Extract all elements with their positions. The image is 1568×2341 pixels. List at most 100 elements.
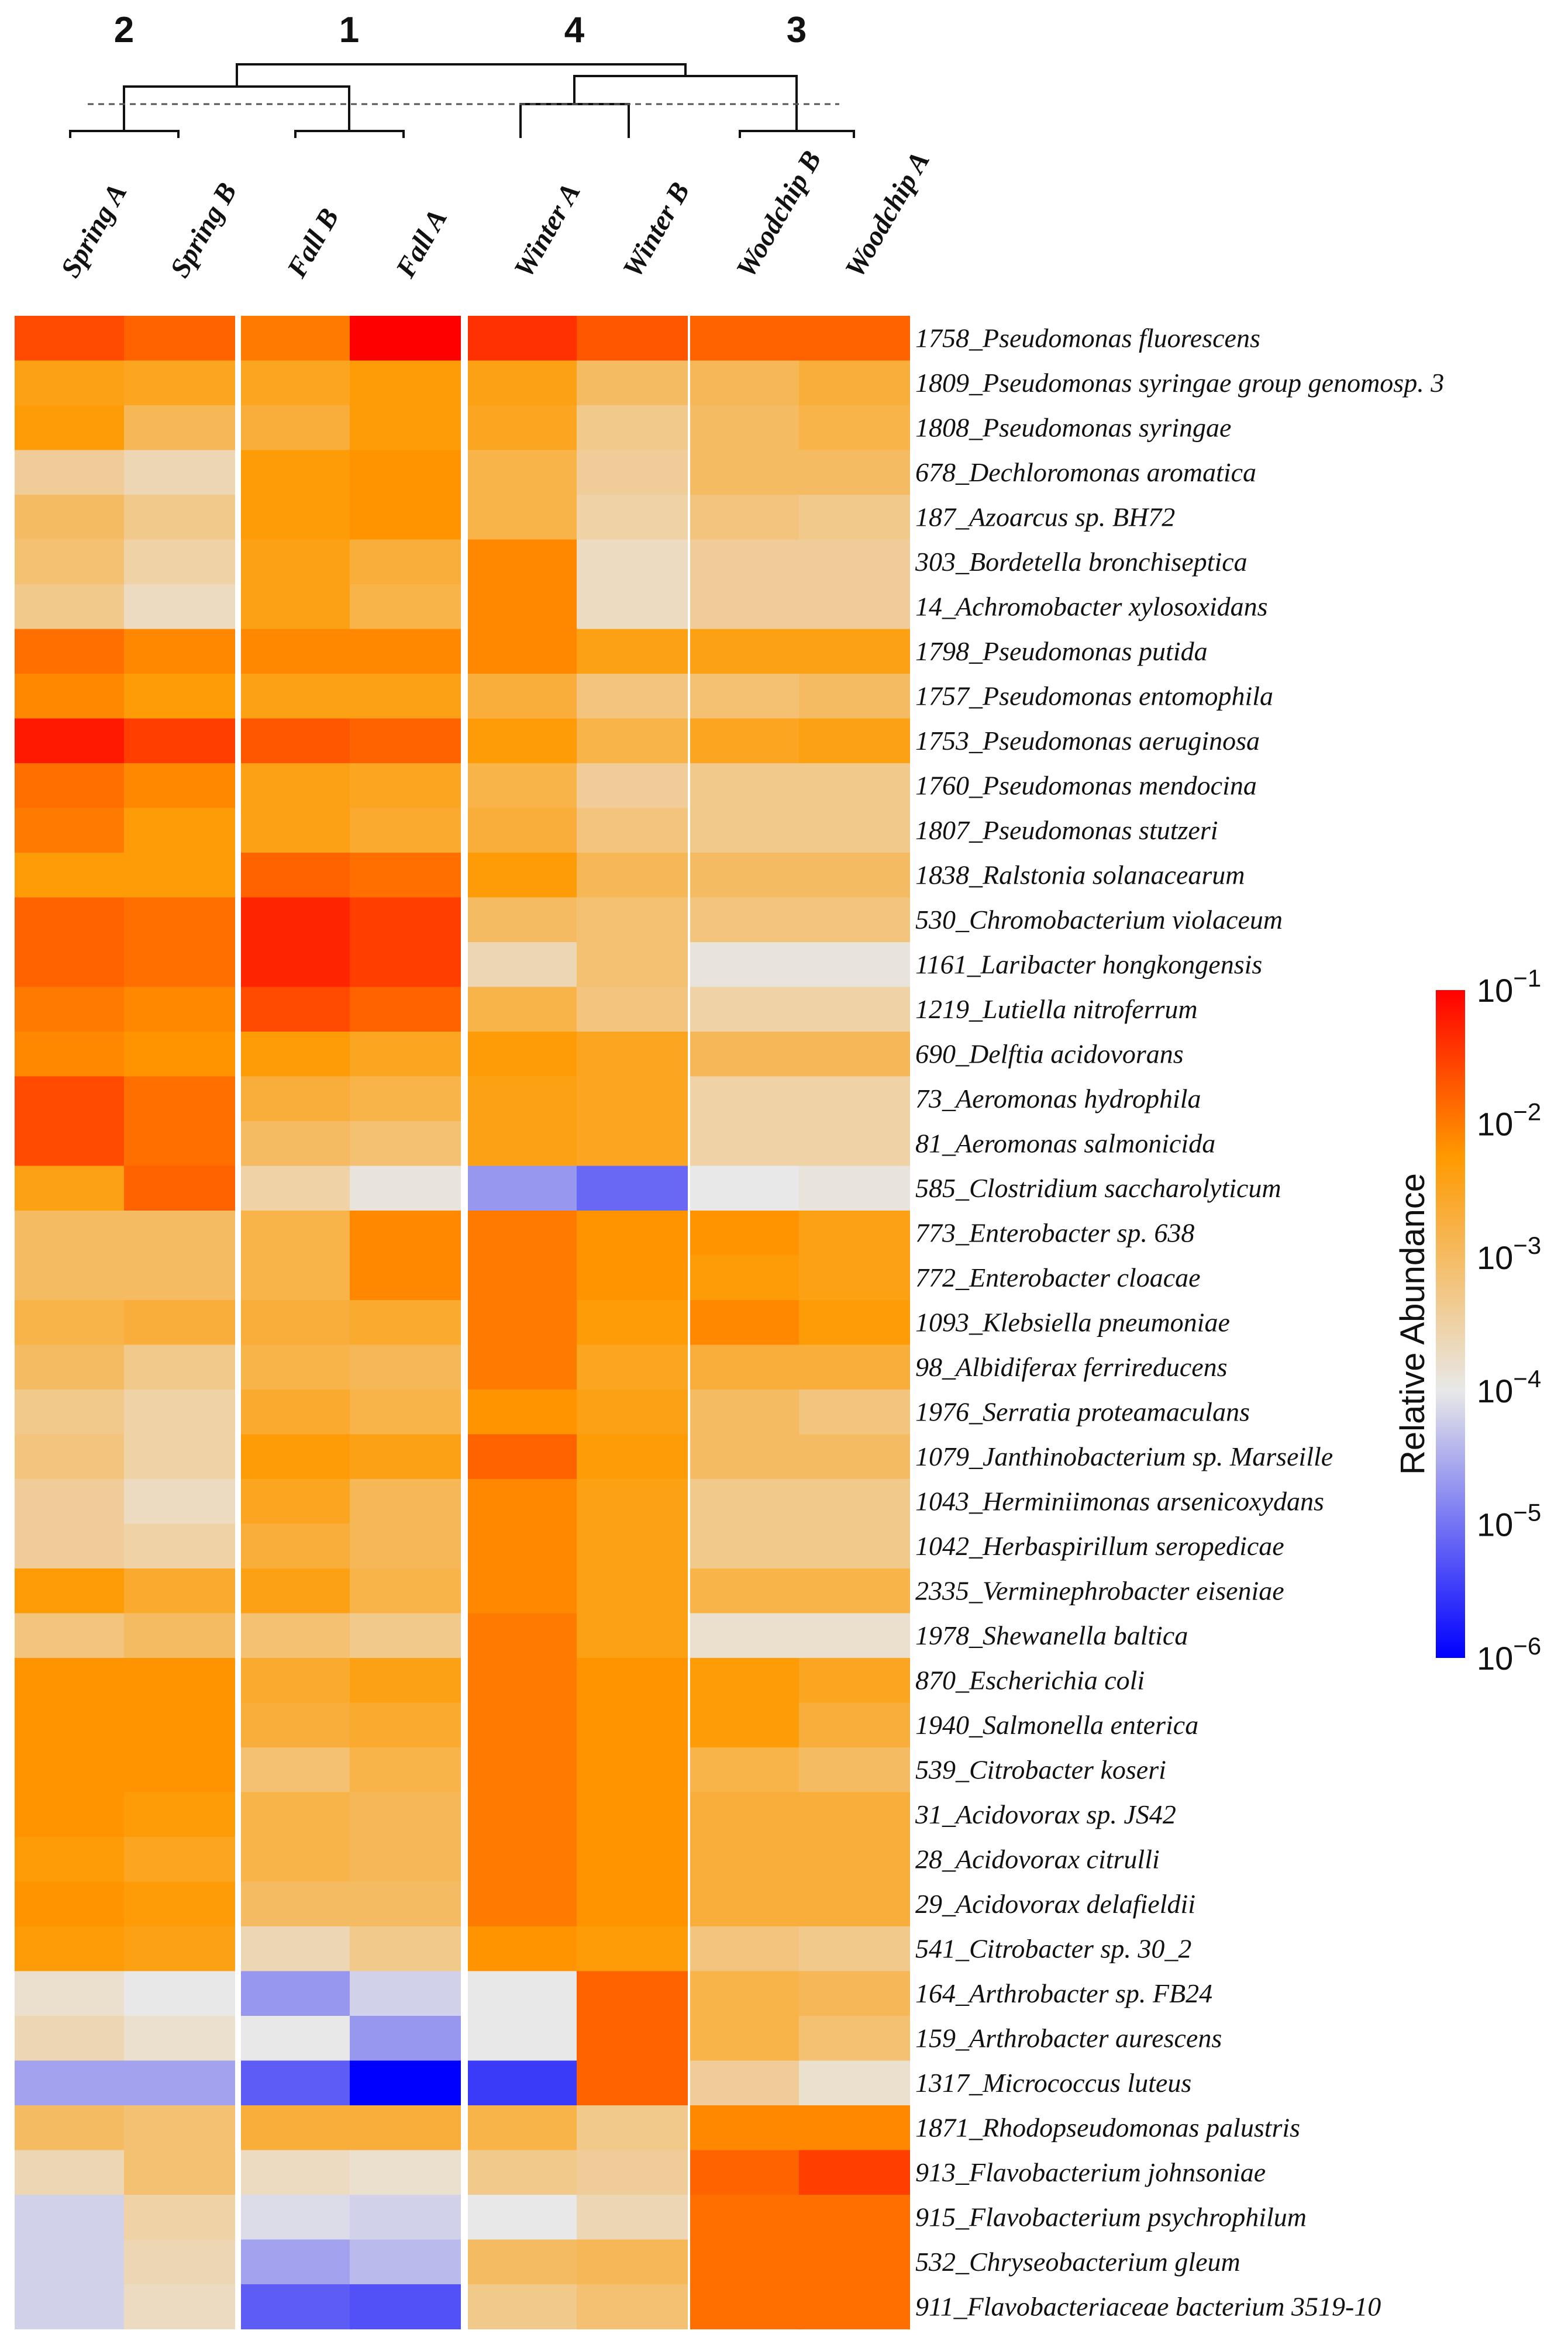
heatmap-cell — [799, 1390, 910, 1435]
heatmap-cell — [124, 1747, 235, 1793]
heatmap-cell — [124, 629, 235, 674]
heatmap-cell — [350, 360, 461, 406]
heatmap-cell — [124, 2105, 235, 2151]
heatmap-cell — [799, 718, 910, 764]
heatmap-cell — [799, 360, 910, 406]
heatmap-cell — [690, 1121, 801, 1167]
heatmap-cell — [690, 897, 801, 943]
heatmap-cell — [15, 718, 126, 764]
heatmap-cell — [690, 987, 801, 1032]
heatmap-cell — [690, 1076, 801, 1122]
heatmap-cell — [124, 1881, 235, 1927]
heatmap-cell — [350, 1702, 461, 1748]
heatmap-cell — [241, 763, 352, 809]
heatmap-cell — [577, 1881, 688, 1927]
heatmap-cell — [241, 629, 352, 674]
heatmap-cell — [241, 1747, 352, 1793]
heatmap-cell — [799, 987, 910, 1032]
heatmap-cell — [799, 1747, 910, 1793]
heatmap-cell — [350, 629, 461, 674]
column-label: Winter A — [508, 178, 587, 282]
row-label: 870_Escherichia coli — [915, 1665, 1145, 1695]
heatmap-cell — [350, 1032, 461, 1077]
heatmap-cell — [15, 2239, 126, 2285]
row-label: 98_Albidiferax ferrireducens — [915, 1352, 1228, 1382]
heatmap-cell — [124, 897, 235, 943]
heatmap-cell — [468, 539, 579, 585]
heatmap-cell — [577, 1837, 688, 1883]
heatmap-cell — [241, 897, 352, 943]
heatmap-cell — [15, 1166, 126, 1211]
row-label: 539_Citrobacter koseri — [915, 1754, 1166, 1784]
heatmap-cell — [124, 1658, 235, 1704]
heatmap-cell — [350, 1076, 461, 1122]
row-label: 1043_Herminiimonas arsenicoxydans — [915, 1486, 1324, 1516]
heatmap-cell — [124, 1121, 235, 1167]
heatmap-cell — [124, 1479, 235, 1525]
heatmap-cell — [799, 808, 910, 853]
column-label: Spring A — [55, 178, 133, 283]
heatmap-cell — [15, 1211, 126, 1256]
heatmap-cell — [350, 1211, 461, 1256]
heatmap-cell — [799, 1702, 910, 1748]
heatmap-cell — [241, 2239, 352, 2285]
heatmap-cell — [124, 2239, 235, 2285]
row-label: 1219_Lutiella nitroferrum — [915, 994, 1198, 1024]
row-label: 1753_Pseudomonas aeruginosa — [915, 726, 1260, 756]
heatmap-cell — [468, 1032, 579, 1077]
heatmap-cell — [468, 405, 579, 451]
heatmap-cell — [241, 450, 352, 495]
heatmap-cell — [350, 495, 461, 540]
heatmap-cell — [690, 2150, 801, 2195]
heatmap-cell — [577, 1166, 688, 1211]
heatmap-cell — [241, 2284, 352, 2330]
heatmap-cell — [124, 584, 235, 630]
row-label: 911_Flavobacteriaceae bacterium 3519-10 — [915, 2291, 1381, 2321]
heatmap-cell — [799, 1881, 910, 1927]
row-label: 303_Bordetella bronchiseptica — [915, 547, 1247, 577]
heatmap-cell — [15, 808, 126, 853]
heatmap-cell — [350, 2105, 461, 2151]
heatmap-cell — [468, 1926, 579, 1972]
row-label: 29_Acidovorax delafieldii — [915, 1889, 1195, 1919]
heatmap-cell — [799, 1523, 910, 1569]
heatmap-cell — [690, 1523, 801, 1569]
heatmap-cell — [799, 1121, 910, 1167]
row-label: 28_Acidovorax citrulli — [915, 1844, 1160, 1874]
heatmap-cell — [799, 1792, 910, 1837]
heatmap-cell — [124, 1926, 235, 1972]
heatmap-cell — [124, 853, 235, 898]
heatmap-cell — [468, 1211, 579, 1256]
heatmap-cell — [241, 2105, 352, 2151]
row-label: 1093_Klebsiella pneumoniae — [915, 1307, 1230, 1337]
heatmap-cell — [124, 405, 235, 451]
cluster-label: 1 — [339, 10, 359, 50]
row-label: 585_Clostridium saccharolyticum — [915, 1173, 1281, 1203]
heatmap-cell — [468, 763, 579, 809]
heatmap-cell — [690, 2195, 801, 2240]
heatmap-cell — [241, 1211, 352, 1256]
heatmap-cell — [690, 853, 801, 898]
heatmap-cell — [690, 1613, 801, 1659]
heatmap-cell — [350, 1926, 461, 1972]
colorbar-gradient — [1436, 990, 1465, 1658]
heatmap-cell — [468, 2016, 579, 2061]
heatmap-cell — [124, 316, 235, 361]
heatmap-cell — [690, 316, 801, 361]
heatmap-cell — [690, 1881, 801, 1927]
row-label: 530_Chromobacterium violaceum — [915, 905, 1283, 935]
heatmap-cell — [690, 763, 801, 809]
heatmap-cell — [468, 1747, 579, 1793]
row-label: 2335_Verminephrobacter eiseniae — [915, 1575, 1284, 1605]
heatmap-cell — [15, 1032, 126, 1077]
heatmap-cell — [468, 1613, 579, 1659]
heatmap-cell — [241, 1434, 352, 1480]
heatmap-cell — [350, 2195, 461, 2240]
heatmap-cell — [577, 1926, 688, 1972]
heatmap-cell — [799, 1926, 910, 1972]
heatmap-cell — [468, 1523, 579, 1569]
heatmap-cell — [124, 1792, 235, 1837]
heatmap-cell — [577, 763, 688, 809]
heatmap-cell — [124, 718, 235, 764]
heatmap-cell — [799, 2060, 910, 2106]
